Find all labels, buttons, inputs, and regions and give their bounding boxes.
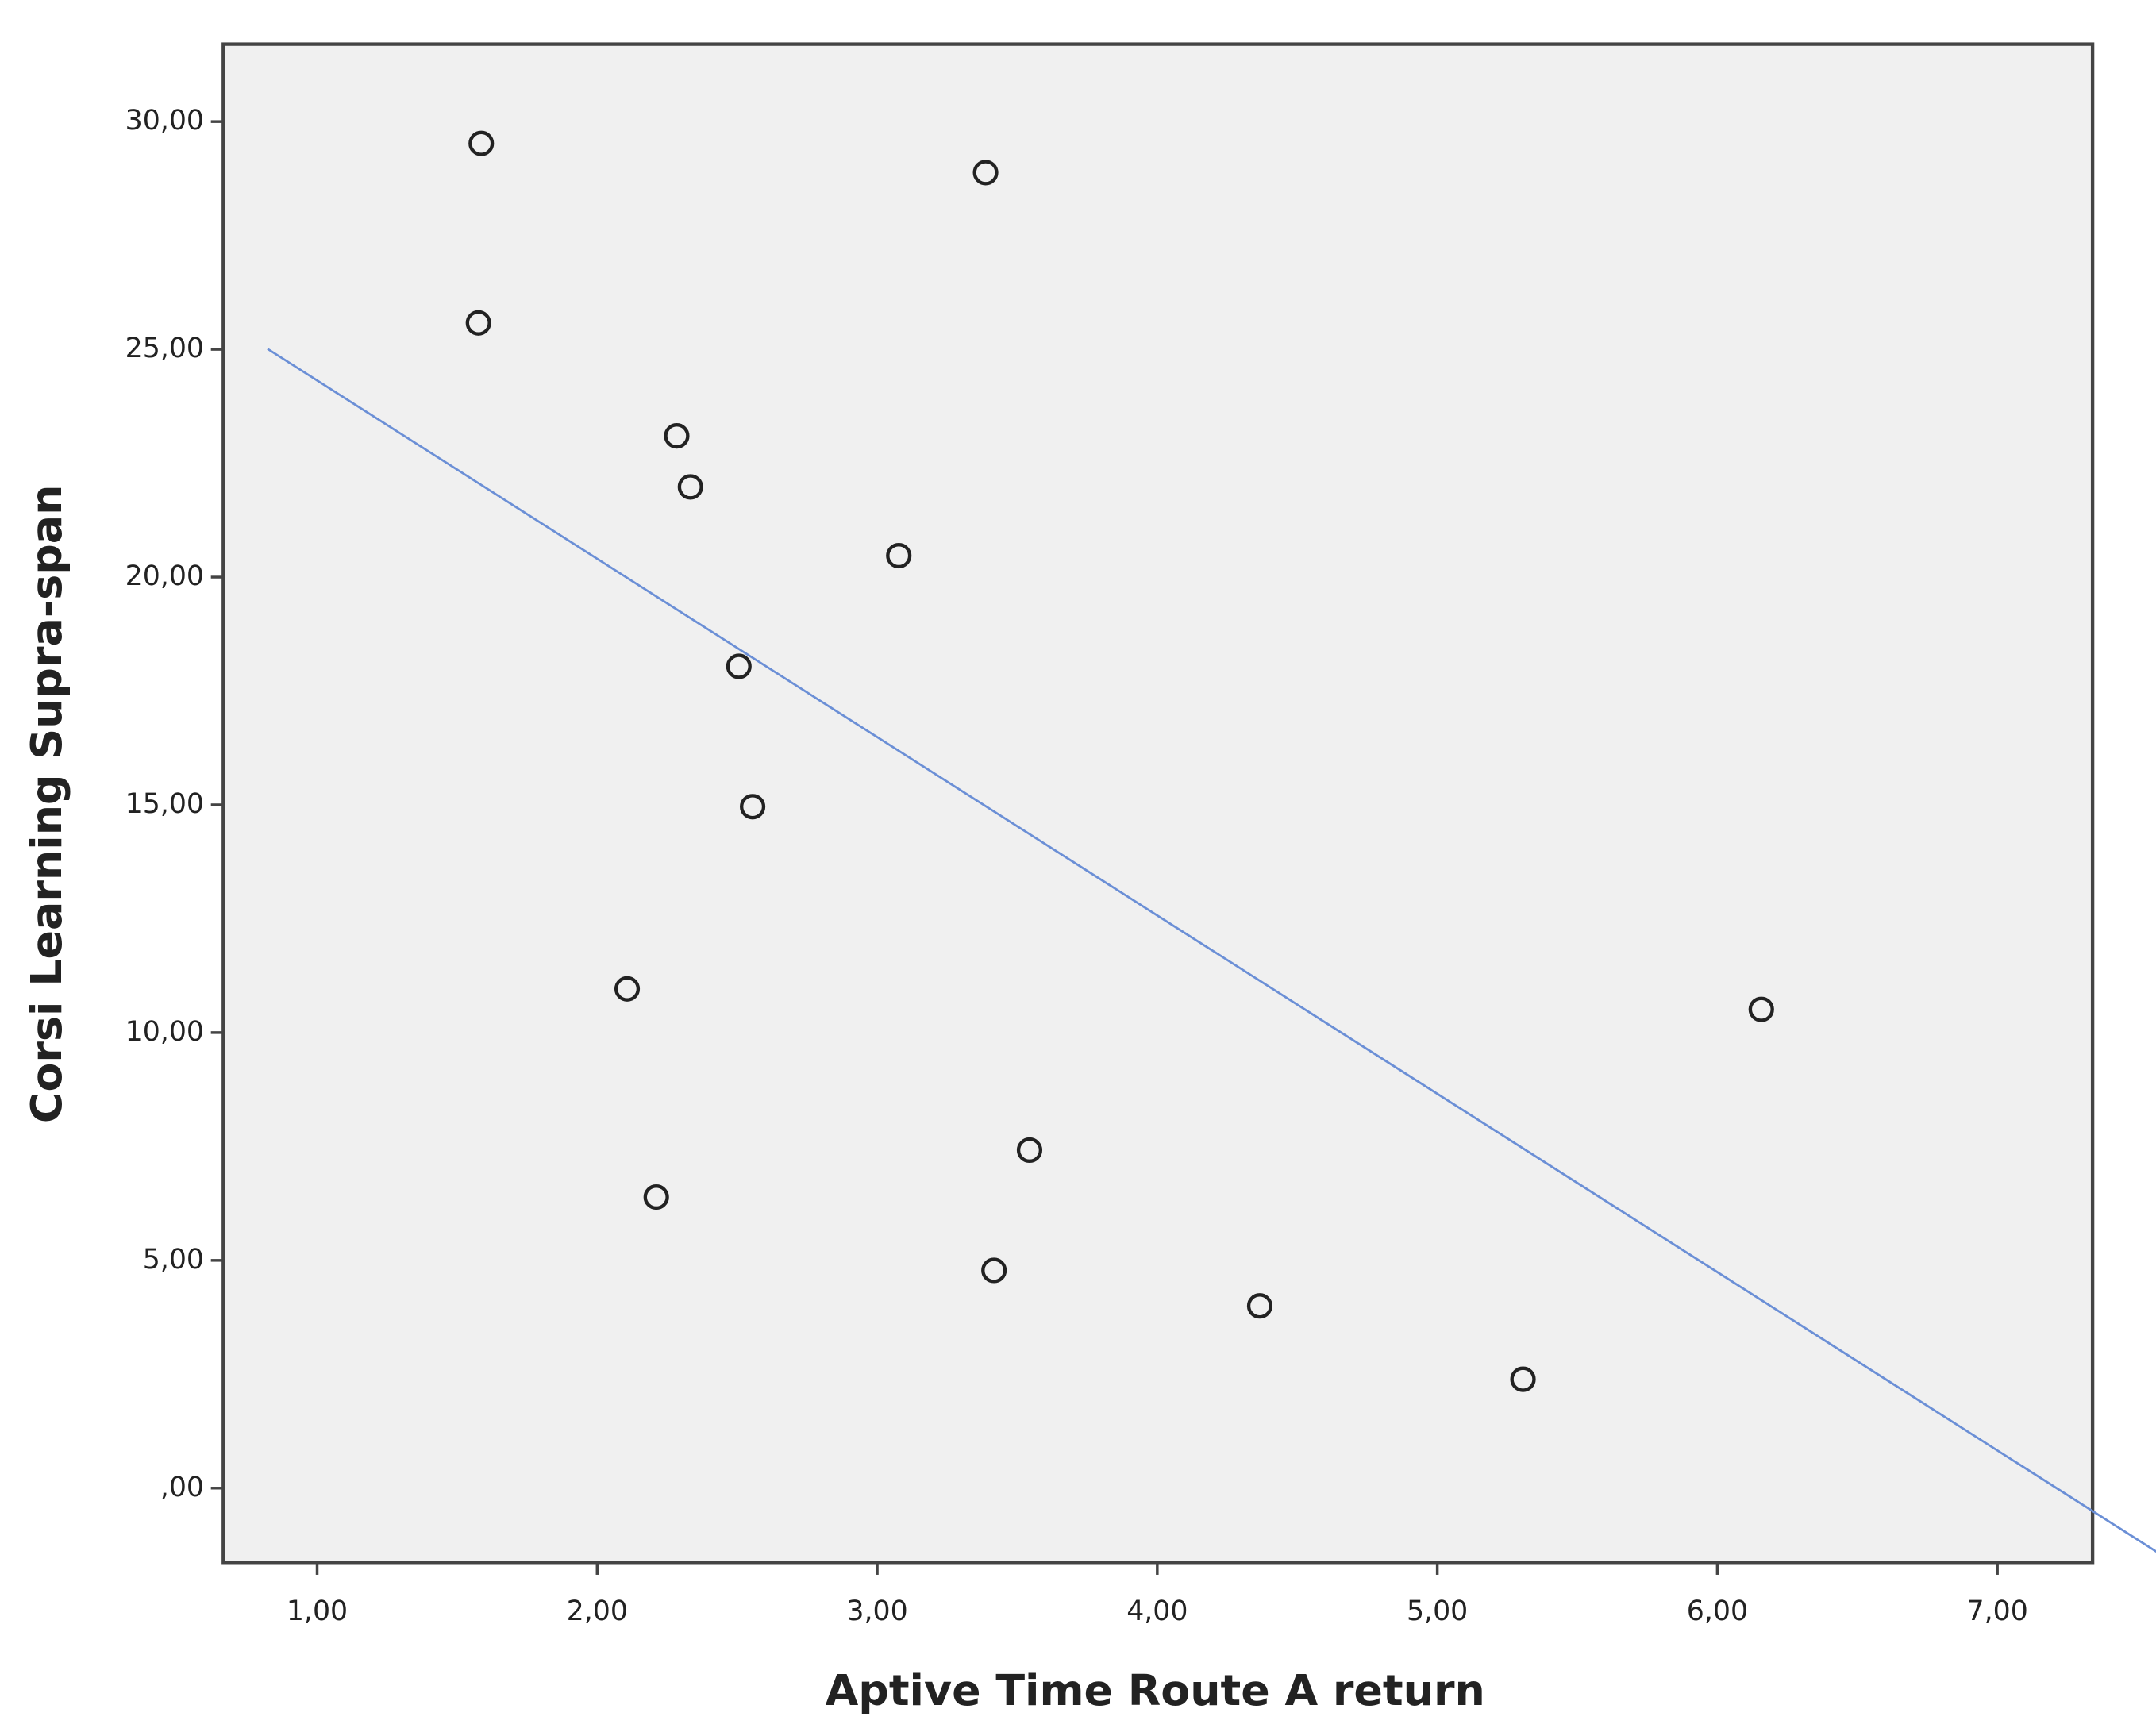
- y-tick-label: 15,00: [125, 788, 204, 820]
- data-point: [468, 130, 495, 156]
- data-point: [1016, 1137, 1043, 1164]
- data-point: [1748, 996, 1774, 1022]
- data-point: [981, 1257, 1007, 1284]
- x-tick-label: 1,00: [287, 1595, 348, 1627]
- data-point: [972, 160, 999, 186]
- y-tick-label: 30,00: [125, 105, 204, 137]
- x-tick-label: 3,00: [846, 1595, 907, 1627]
- data-point: [1510, 1366, 1536, 1392]
- data-point: [664, 423, 690, 449]
- x-tick-label: 7,00: [1967, 1595, 2028, 1627]
- data-point: [1246, 1293, 1273, 1319]
- y-tick-label: 5,00: [143, 1244, 204, 1276]
- y-tick-label: 10,00: [125, 1016, 204, 1048]
- data-point: [886, 542, 912, 569]
- y-tick-label: ,00: [160, 1472, 204, 1503]
- y-axis-title: Corsi Learning Supra-span: [21, 485, 71, 1124]
- x-tick-label: 2,00: [567, 1595, 628, 1627]
- x-tick-label: 5,00: [1407, 1595, 1468, 1627]
- data-point: [740, 794, 766, 820]
- x-tick-label: 6,00: [1687, 1595, 1748, 1627]
- x-tick-label: 4,00: [1126, 1595, 1188, 1627]
- x-axis-title: Aptive Time Route A return: [826, 1665, 1485, 1715]
- data-point: [677, 474, 703, 500]
- data-point: [465, 310, 491, 336]
- plot-area: [221, 42, 2095, 1565]
- data-point: [614, 976, 641, 1002]
- y-tick-label: 20,00: [125, 560, 204, 592]
- y-tick-label: 25,00: [125, 333, 204, 364]
- data-point: [643, 1184, 669, 1210]
- fit-line: [267, 348, 2156, 1553]
- data-point: [726, 653, 752, 679]
